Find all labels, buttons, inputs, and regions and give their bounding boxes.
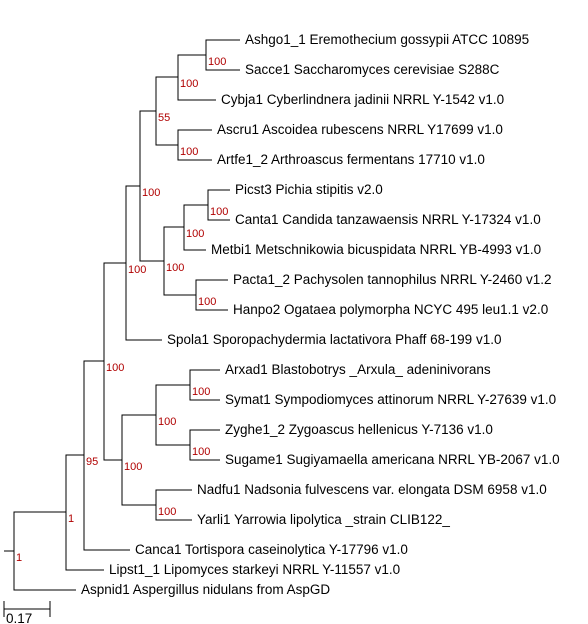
branch bbox=[122, 415, 156, 460]
taxon-label: Lipst1_1 Lipomyces starkeyi NRRL Y-11557… bbox=[109, 562, 400, 577]
support-label: 100 bbox=[128, 264, 146, 276]
taxon-label: Symat1 Sympodiomyces attinorum NRRL Y-27… bbox=[225, 392, 556, 407]
taxon-label: Artfe1_2 Arthroascus fermentans 17710 v1… bbox=[217, 152, 485, 167]
taxon-label: Canca1 Tortispora caseinolytica Y-17796 … bbox=[135, 542, 408, 557]
taxon-label: Zyghe1_2 Zygoascus hellenicus Y-7136 v1.… bbox=[225, 422, 493, 437]
taxon-label: Nadfu1 Nadsonia fulvescens var. elongata… bbox=[197, 482, 547, 497]
branch bbox=[190, 430, 220, 445]
taxon-label: Aspnid1 Aspergillus nidulans from AspGD bbox=[81, 582, 330, 597]
branch bbox=[196, 280, 228, 295]
taxon-label: Sugame1 Sugiyamaella americana NRRL YB-2… bbox=[225, 452, 560, 467]
taxon-label: Metbi1 Metschnikowia bicuspidata NRRL YB… bbox=[211, 242, 541, 257]
support-label: 100 bbox=[192, 386, 210, 398]
support-label: 100 bbox=[208, 56, 226, 68]
branch bbox=[208, 190, 230, 205]
taxon-label: Spola1 Sporopachydermia lactativora Phaf… bbox=[167, 332, 501, 347]
branch bbox=[140, 111, 156, 186]
taxon-label: Arxad1 Blastobotrys _Arxula_ adeninivora… bbox=[225, 362, 491, 377]
support-label: 100 bbox=[210, 206, 228, 218]
scale-label: 0.17 bbox=[6, 611, 32, 624]
branch bbox=[156, 490, 192, 505]
branch bbox=[104, 263, 126, 361]
phylo-tree: 1001001005510010010010010010010010010010… bbox=[0, 0, 588, 624]
support-label: 100 bbox=[124, 461, 142, 473]
branch bbox=[190, 370, 220, 385]
support-label: 100 bbox=[180, 146, 198, 158]
branch bbox=[164, 227, 184, 261]
support-label: 95 bbox=[86, 456, 98, 468]
support-label: 100 bbox=[180, 78, 198, 90]
support-label: 100 bbox=[186, 228, 204, 240]
branch bbox=[156, 77, 178, 111]
taxon-label: Picst3 Pichia stipitis v2.0 bbox=[235, 182, 383, 197]
branch bbox=[66, 455, 84, 512]
taxon-label: Yarli1 Yarrowia lipolytica _strain CLIB1… bbox=[197, 512, 450, 527]
branch bbox=[178, 130, 212, 145]
branch bbox=[84, 361, 104, 455]
branch bbox=[178, 55, 206, 77]
branch bbox=[104, 361, 122, 460]
taxon-label: Pacta1_2 Pachysolen tannophilus NRRL Y-2… bbox=[233, 272, 551, 287]
taxon-label: Sacce1 Saccharomyces cerevisiae S288C bbox=[245, 62, 500, 77]
taxon-label: Ascru1 Ascoidea rubescens NRRL Y17699 v1… bbox=[217, 122, 503, 137]
branch bbox=[126, 186, 140, 263]
support-label: 1 bbox=[68, 513, 74, 525]
taxon-label: Hanpo2 Ogataea polymorpha NCYC 495 leu1.… bbox=[233, 302, 548, 317]
branch bbox=[14, 512, 66, 551]
support-label: 100 bbox=[198, 296, 216, 308]
taxon-label: Canta1 Candida tanzawaensis NRRL Y-17324… bbox=[235, 212, 541, 227]
taxon-label: Cybja1 Cyberlindnera jadinii NRRL Y-1542… bbox=[221, 92, 504, 107]
support-label: 100 bbox=[158, 506, 176, 518]
branch bbox=[156, 385, 190, 415]
taxon-label: Ashgo1_1 Eremothecium gossypii ATCC 1089… bbox=[245, 32, 529, 47]
support-label: 100 bbox=[158, 416, 176, 428]
support-label: 100 bbox=[142, 187, 160, 199]
support-label: 100 bbox=[192, 446, 210, 458]
support-label: 55 bbox=[158, 112, 170, 124]
support-label: 1 bbox=[16, 552, 22, 564]
branch bbox=[184, 205, 208, 227]
branch bbox=[206, 40, 240, 55]
support-label: 100 bbox=[106, 362, 124, 374]
support-label: 100 bbox=[166, 262, 184, 274]
